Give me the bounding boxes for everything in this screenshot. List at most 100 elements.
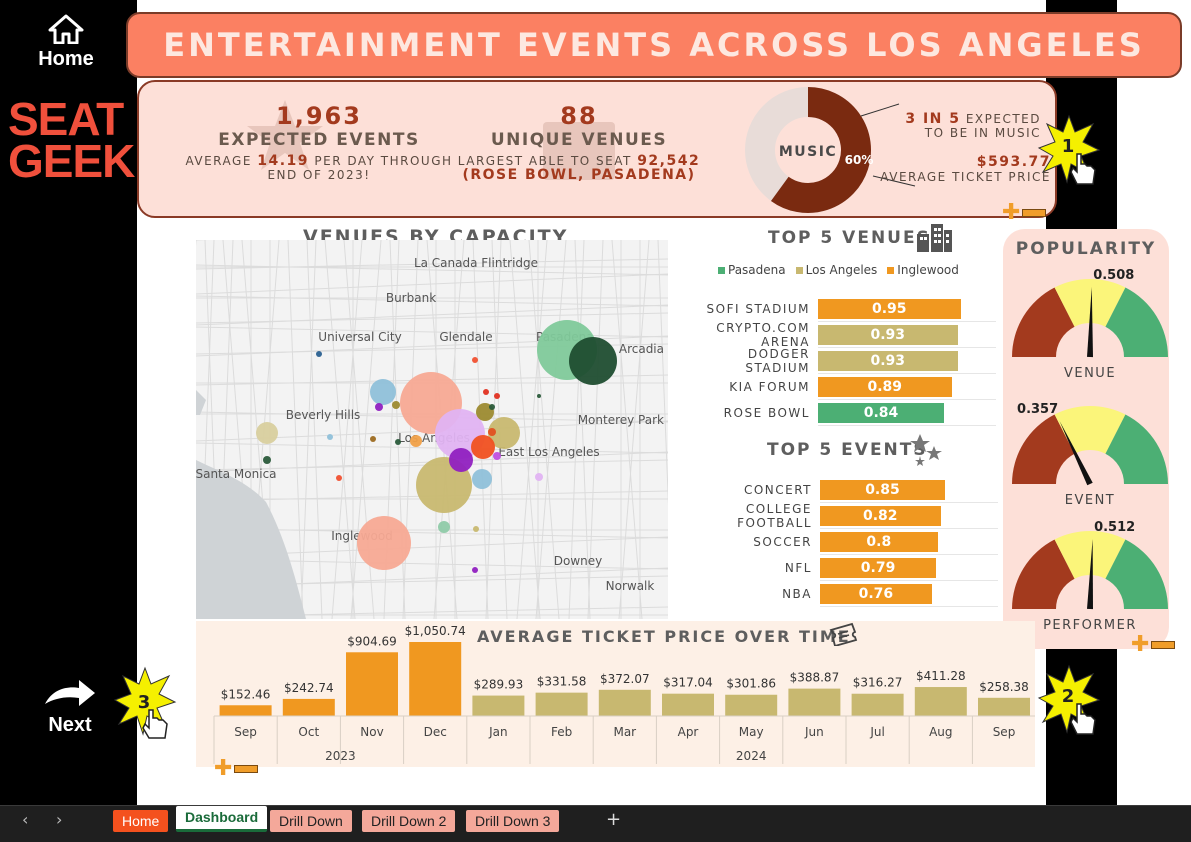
venue-bubble[interactable] [489, 404, 495, 410]
expand-collapse-kpi[interactable]: ✚ [1002, 200, 1047, 225]
ticket-bar[interactable] [598, 689, 651, 716]
venue-bubble[interactable] [472, 469, 492, 489]
bar[interactable]: 0.79 [820, 558, 937, 578]
venue-bubble[interactable] [535, 473, 543, 481]
bar-label: CRYPTO.COM ARENA [716, 321, 810, 349]
left-nav-panel [0, 0, 137, 805]
bar-label: SOCCER [753, 535, 812, 549]
expand-collapse-popularity[interactable]: ✚ [1131, 632, 1176, 657]
bar[interactable]: 0.89 [818, 377, 952, 397]
venue-bubble[interactable] [472, 567, 478, 573]
ticket-bar[interactable] [409, 642, 462, 716]
venues-map[interactable]: La Canada Flintridge Burbank Universal C… [196, 240, 668, 619]
venue-bubble[interactable] [483, 389, 489, 395]
bar-label: DODGER STADIUM [745, 347, 810, 375]
venue-bubble[interactable] [336, 475, 342, 481]
home-icon [48, 14, 84, 45]
ticket-bar[interactable] [788, 688, 841, 716]
bar[interactable]: 0.82 [820, 506, 941, 526]
donut-center-label: MUSIC [779, 144, 837, 160]
venue-bubble[interactable] [471, 435, 495, 459]
stars-icon [910, 434, 942, 466]
ticket-month-label: Jan [488, 725, 508, 739]
top-venues-title: TOP 5 VENUES [768, 228, 931, 248]
venue-bubble[interactable] [370, 436, 376, 442]
ticket-bar[interactable] [725, 694, 778, 716]
pointer-hand-icon [142, 709, 168, 739]
bar-row: DODGER STADIUM 0.93 [700, 347, 958, 375]
gauge-value: 0.357 [1017, 402, 1058, 417]
venue-bubble[interactable] [370, 379, 396, 405]
place-label: East Los Angeles [498, 445, 599, 459]
bar[interactable]: 0.95 [818, 299, 961, 319]
sheet-tab[interactable]: Dashboard [176, 806, 268, 832]
venue-bubble[interactable] [569, 337, 617, 385]
buildings-icon [917, 224, 952, 252]
place-label: Arcadia [619, 342, 664, 356]
gauge-segment [1012, 287, 1075, 357]
dashboard-title-bar: ENTERTAINMENT EVENTS ACROSS LOS ANGELES [126, 12, 1182, 78]
ticket-data-label: $289.93 [474, 678, 524, 692]
bar[interactable]: 0.76 [820, 584, 932, 604]
venue-bubble[interactable] [488, 417, 520, 449]
sheet-tab[interactable]: Drill Down [270, 810, 352, 832]
bar[interactable]: 0.93 [818, 351, 958, 371]
venue-bubble[interactable] [410, 435, 422, 447]
venue-bubble[interactable] [473, 526, 479, 532]
venue-bubble[interactable] [493, 452, 501, 460]
events-per-day-value: 14.19 [257, 153, 310, 169]
bar[interactable]: 0.93 [818, 325, 958, 345]
top-events-chart: CONCERT 0.85 COLLEGE FOOTBALL 0.82 SOCCER 0.8… [702, 477, 1002, 611]
venue-bubble[interactable] [263, 456, 271, 464]
gauge-segment [1054, 531, 1126, 579]
venue-bubble[interactable] [357, 516, 411, 570]
music-share-donut: MUSIC 60% [745, 87, 873, 213]
venue-bubble[interactable] [449, 448, 473, 472]
ticket-bar[interactable] [346, 652, 398, 716]
ocean-area [196, 460, 306, 619]
ticket-bar[interactable] [914, 687, 967, 716]
next-sheet-icon[interactable]: › [56, 810, 63, 829]
prev-sheet-icon[interactable]: ‹ [22, 810, 29, 829]
venue-bubble[interactable] [438, 521, 450, 533]
venue-bubble[interactable] [375, 403, 383, 411]
place-label: Glendale [439, 330, 492, 344]
ticket-data-label: $258.38 [979, 680, 1029, 694]
next-button[interactable]: Next [40, 678, 100, 738]
pointer-hand-icon [1070, 703, 1096, 735]
venue-bubble[interactable] [488, 428, 496, 436]
sheet-tab[interactable]: Drill Down 3 [466, 810, 560, 832]
venue-bubble[interactable] [395, 439, 401, 445]
ticket-bar[interactable] [535, 692, 588, 716]
bar-label: COLLEGE FOOTBALL [737, 502, 812, 530]
bar[interactable]: 0.85 [820, 480, 945, 500]
bar[interactable]: 0.8 [820, 532, 938, 552]
ticket-bar[interactable] [219, 705, 272, 716]
venue-bubble[interactable] [392, 401, 400, 409]
add-sheet-button[interactable]: + [606, 809, 622, 830]
sheet-tab[interactable]: Drill Down 2 [362, 810, 456, 832]
sheet-tab[interactable]: Home [113, 810, 169, 832]
expand-collapse-ticket[interactable]: ✚ [214, 756, 259, 781]
venue-bubble[interactable] [494, 393, 500, 399]
venue-bubble[interactable] [472, 357, 478, 363]
ticket-bar[interactable] [282, 698, 335, 716]
venue-bubble[interactable] [256, 422, 278, 444]
bar-label: CONCERT [743, 483, 812, 497]
ticket-data-label: $388.87 [790, 671, 840, 685]
ticket-bar[interactable] [978, 697, 1030, 716]
bar[interactable]: 0.84 [818, 403, 944, 423]
venue-bubble[interactable] [537, 394, 541, 398]
ticket-bar[interactable] [472, 695, 525, 716]
dashboard-title: ENTERTAINMENT EVENTS ACROSS LOS ANGELES [163, 26, 1145, 64]
venue-bubble[interactable] [316, 351, 322, 357]
callout-1-starburst: 1 [1037, 114, 1101, 185]
home-button[interactable]: Home [30, 14, 102, 74]
venue-bubble[interactable] [327, 434, 333, 440]
ticket-bar[interactable] [662, 693, 714, 716]
avg-price-value: $593.77 [976, 154, 1051, 170]
pointer-hand-icon [1070, 153, 1096, 185]
ticket-bar[interactable] [851, 693, 904, 716]
bar-row: COLLEGE FOOTBALL 0.82 [702, 502, 941, 530]
donut-leader-lines [860, 103, 916, 187]
